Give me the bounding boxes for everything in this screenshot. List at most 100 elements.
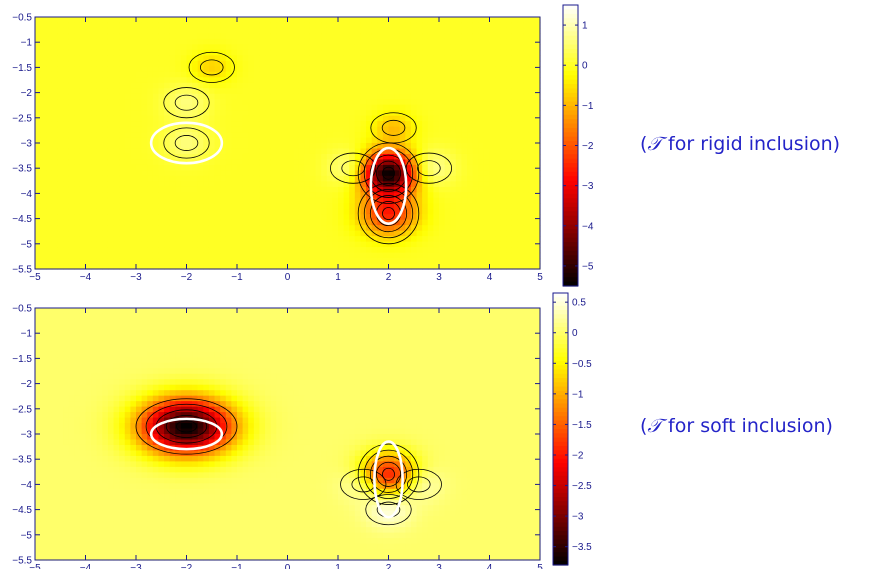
heatmap-cell — [478, 214, 485, 221]
heatmap-cell — [366, 44, 373, 51]
heatmap-cell — [321, 104, 328, 111]
heatmap-cell — [461, 186, 468, 193]
heatmap-cell — [68, 527, 75, 534]
heatmap-cell — [107, 455, 115, 462]
heatmap-cell — [119, 236, 126, 243]
heatmap-cell — [444, 164, 451, 171]
heatmap-cell — [511, 126, 519, 133]
heatmap-cell — [35, 390, 42, 397]
heatmap-cell — [304, 115, 311, 122]
y-tick-label: −5.5 — [12, 265, 32, 276]
heatmap-cell — [79, 55, 87, 62]
heatmap-cell — [113, 38, 120, 45]
heatmap-cell — [270, 77, 277, 84]
heatmap-cell — [35, 77, 42, 84]
heatmap-cell — [281, 55, 289, 62]
heatmap-cell — [511, 27, 519, 35]
heatmap-cell — [478, 110, 485, 117]
heatmap-cell — [422, 252, 429, 259]
heatmap-cell — [68, 434, 75, 441]
heatmap-cell — [40, 258, 47, 265]
heatmap-cell — [321, 110, 328, 117]
heatmap-cell — [237, 17, 244, 24]
heatmap-cell — [35, 351, 42, 358]
heatmap-cell — [523, 230, 530, 237]
heatmap-cell — [242, 132, 249, 139]
heatmap-cell — [326, 252, 333, 259]
colorbar-step — [563, 176, 578, 182]
colorbar-step — [563, 66, 578, 72]
heatmap-cell — [231, 153, 238, 161]
heatmap-cell — [371, 17, 378, 24]
heatmap-cell — [343, 153, 350, 161]
heatmap-cell — [57, 148, 64, 155]
heatmap-cell — [338, 159, 345, 166]
heatmap-cell — [534, 115, 541, 122]
heatmap-cell — [472, 164, 479, 171]
heatmap-cell — [180, 247, 188, 254]
heatmap-cell — [220, 143, 227, 150]
heatmap-cell — [231, 192, 238, 199]
heatmap-cell — [343, 241, 350, 248]
heatmap-cell — [506, 214, 513, 221]
heatmap-cell — [489, 219, 496, 226]
heatmap-cell — [141, 219, 148, 226]
heatmap-cell — [500, 143, 507, 150]
heatmap-cell — [405, 197, 412, 204]
heatmap-cell — [265, 208, 272, 215]
heatmap-cell — [332, 164, 339, 171]
heatmap-cell — [472, 22, 479, 29]
heatmap-cell — [158, 230, 165, 237]
colorbar-step — [563, 198, 578, 204]
heatmap-cell — [124, 143, 131, 150]
heatmap-cell — [136, 170, 143, 177]
heatmap-cell — [416, 192, 423, 199]
heatmap-cell — [130, 214, 137, 221]
heatmap-cell — [35, 335, 42, 342]
heatmap-cell — [186, 104, 193, 111]
heatmap-cell — [394, 93, 401, 100]
heatmap-cell — [220, 197, 227, 204]
heatmap-cell — [382, 77, 390, 84]
heatmap-cell — [511, 143, 519, 150]
heatmap-cell — [248, 170, 255, 177]
heatmap-cell — [455, 121, 463, 128]
heatmap-cell — [349, 126, 356, 133]
heatmap-cell — [422, 143, 429, 150]
heatmap-cell — [186, 110, 193, 117]
heatmap-cell — [85, 488, 92, 495]
heatmap-cell — [354, 55, 362, 62]
heatmap-cell — [74, 335, 81, 342]
heatmap-cell — [472, 17, 479, 24]
heatmap-cell — [489, 22, 496, 29]
heatmap-cell — [321, 252, 328, 259]
heatmap-cell — [281, 66, 289, 73]
heatmap-cell — [74, 230, 81, 237]
heatmap-cell — [63, 137, 70, 144]
heatmap-cell — [136, 126, 143, 133]
contour-line — [369, 154, 408, 192]
heatmap-cell — [79, 384, 87, 391]
y-tick-label: −4 — [21, 189, 33, 200]
heatmap-cell — [130, 225, 137, 232]
heatmap-cell — [338, 175, 345, 182]
heatmap-cell — [175, 247, 182, 254]
heatmap-cell — [158, 22, 165, 29]
heatmap-cell — [332, 203, 339, 210]
heatmap-cell — [147, 126, 154, 133]
heatmap-cell — [147, 121, 154, 128]
heatmap-cell — [528, 38, 535, 45]
heatmap-cell — [107, 362, 115, 369]
heatmap-cell — [534, 121, 541, 128]
heatmap-cell — [315, 121, 322, 128]
heatmap-cell — [96, 49, 103, 56]
heatmap-cell — [242, 44, 249, 51]
heatmap-cell — [467, 88, 474, 95]
heatmap-cell — [371, 88, 378, 95]
heatmap-cell — [304, 252, 311, 259]
heatmap-cell — [489, 27, 496, 35]
heatmap-cell — [186, 33, 193, 40]
heatmap-cell — [220, 159, 227, 166]
heatmap-cell — [96, 148, 103, 155]
heatmap-cell — [63, 527, 70, 534]
